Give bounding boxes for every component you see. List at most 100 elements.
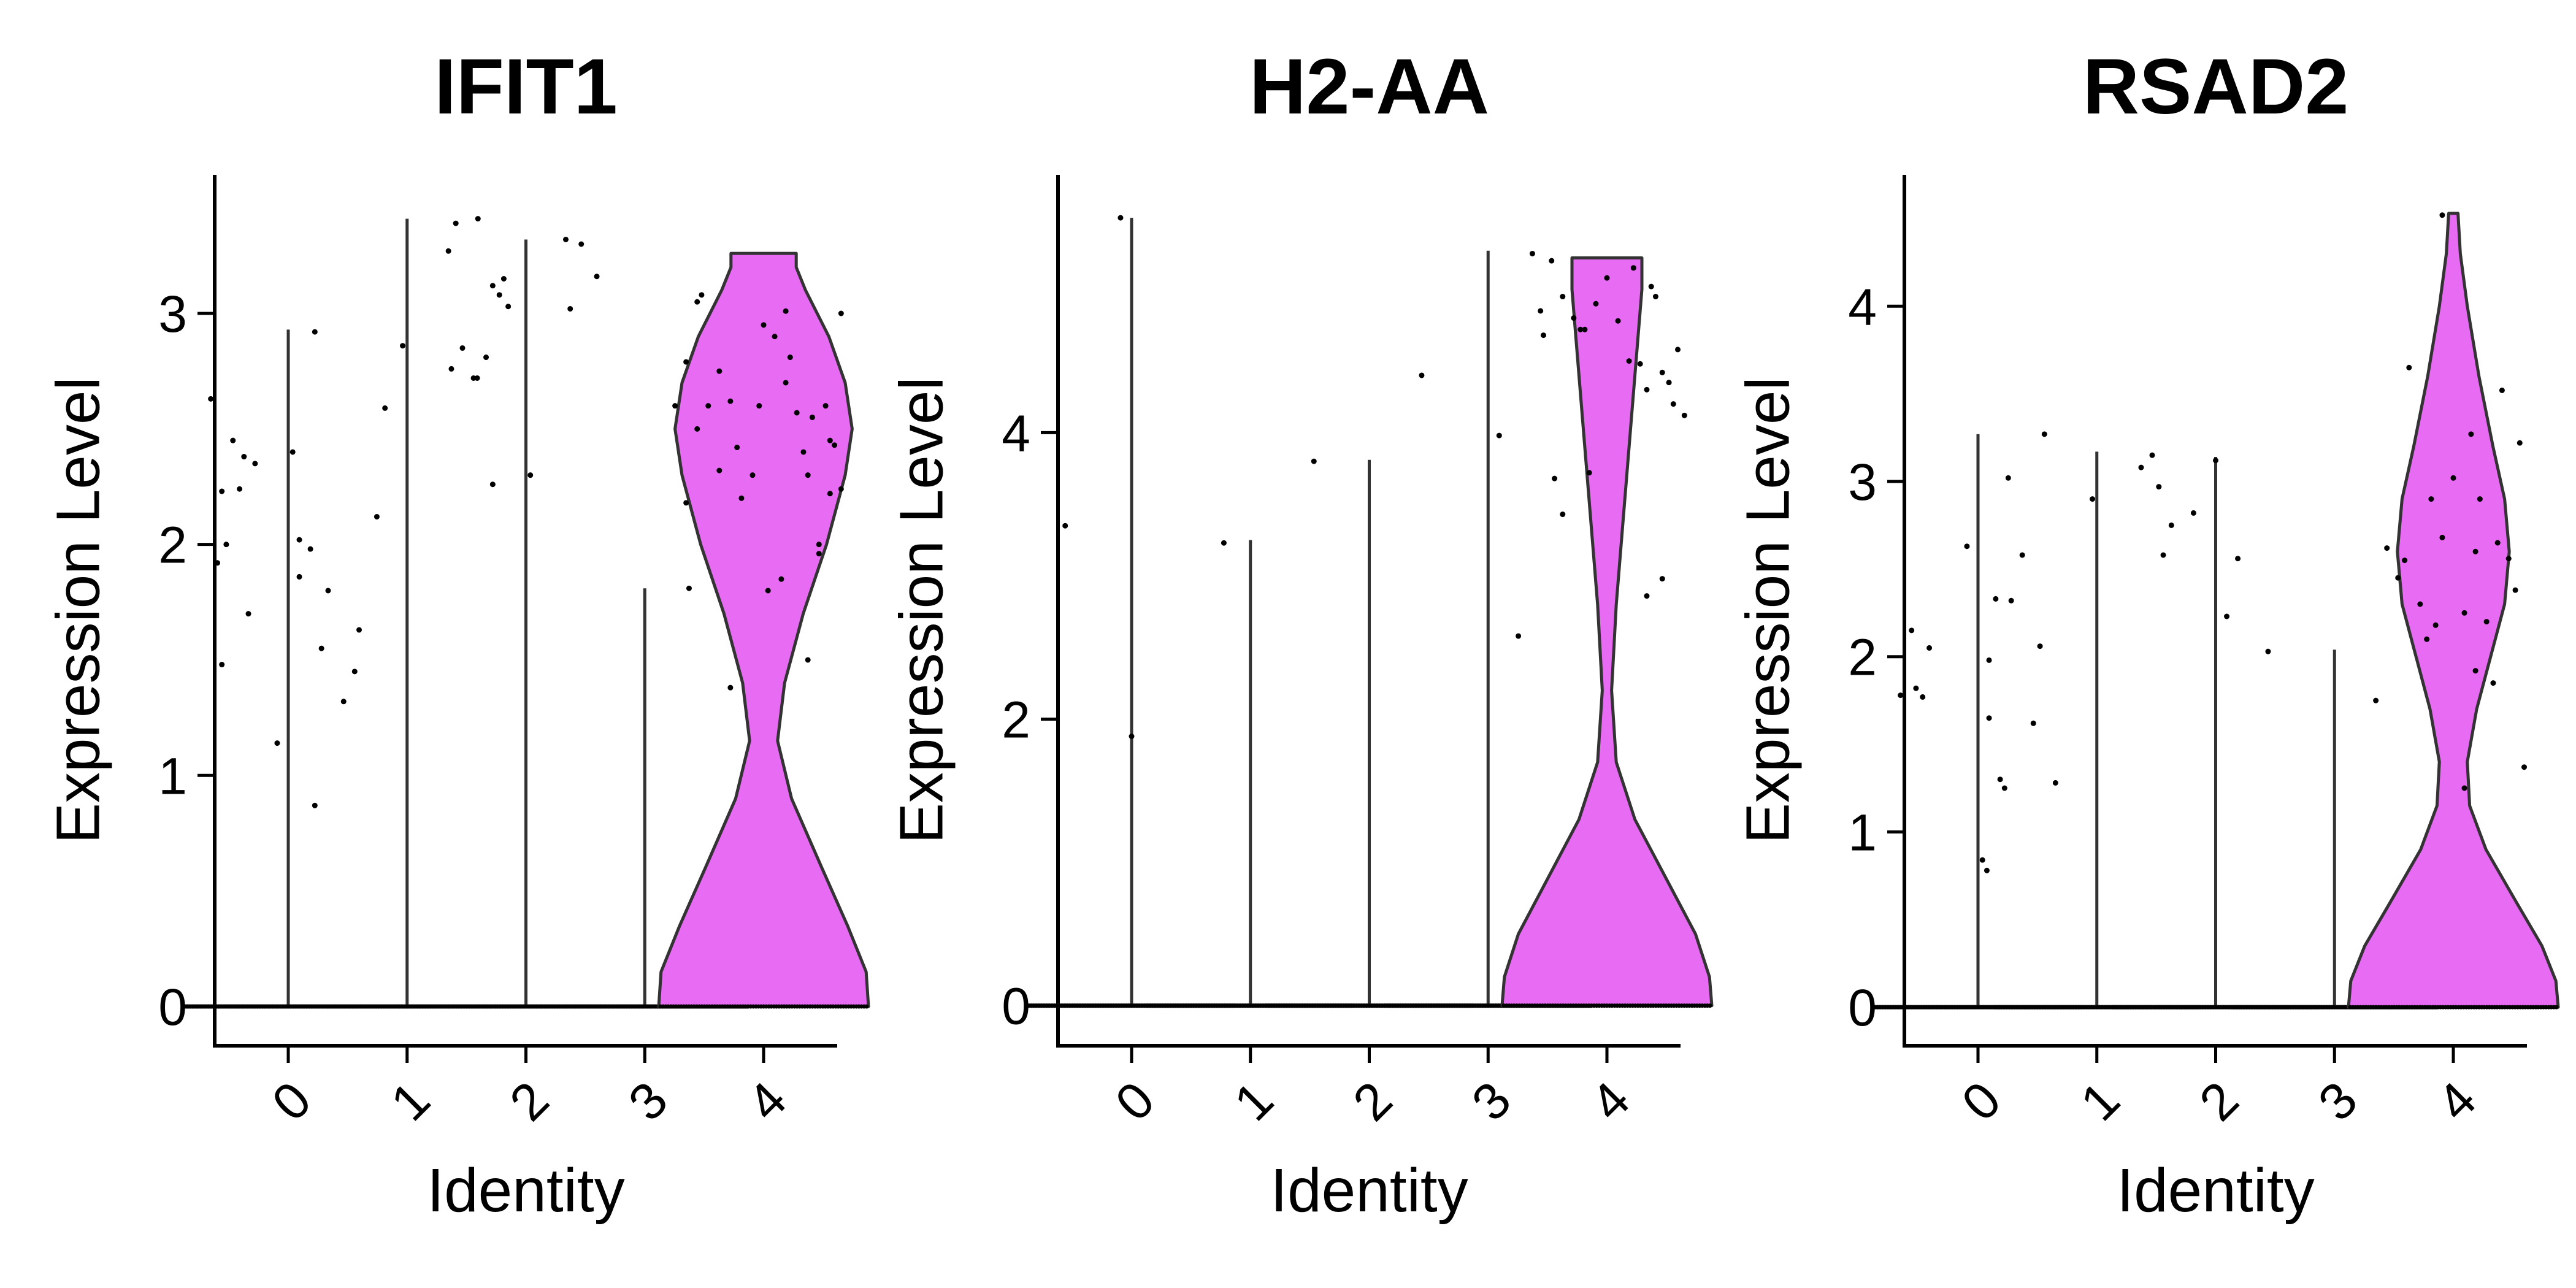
- data-point: [2402, 558, 2408, 564]
- y-axis-label: Expression Level: [1733, 377, 1802, 844]
- data-point: [2494, 540, 2501, 546]
- data-point: [2461, 610, 2467, 616]
- data-point: [1964, 543, 1970, 550]
- data-point: [738, 495, 745, 501]
- data-point: [778, 576, 784, 582]
- y-tick-label: 1: [1848, 803, 1877, 861]
- data-point: [705, 403, 711, 409]
- x-tick-label: 3: [618, 1070, 679, 1132]
- y-tick-label: 0: [1848, 979, 1877, 1037]
- data-point: [2521, 764, 2528, 770]
- data-point: [1670, 401, 1676, 407]
- data-point: [500, 275, 507, 282]
- data-point: [289, 449, 296, 455]
- data-point: [794, 410, 800, 416]
- data-point: [1419, 372, 1425, 378]
- data-point: [2168, 522, 2174, 528]
- y-axis-label: Expression Level: [44, 377, 112, 844]
- data-point: [805, 472, 811, 478]
- y-tick-label: 4: [1002, 404, 1030, 462]
- x-tick-label: 0: [1950, 1070, 2012, 1132]
- data-point: [822, 403, 829, 409]
- data-point: [809, 414, 815, 420]
- data-point: [356, 627, 362, 633]
- data-point: [1529, 250, 1535, 256]
- data-point: [2041, 431, 2047, 437]
- data-point: [1604, 275, 1610, 281]
- data-point: [683, 359, 689, 365]
- data-point: [827, 437, 833, 443]
- x-tick-label: 0: [261, 1070, 322, 1132]
- data-point: [237, 486, 243, 492]
- data-point: [2213, 458, 2218, 464]
- data-point: [1997, 776, 2003, 783]
- data-point: [699, 292, 705, 298]
- data-point: [325, 588, 331, 594]
- data-point: [1644, 386, 1650, 393]
- data-point: [2428, 496, 2434, 502]
- data-point: [2424, 636, 2430, 642]
- y-tick-label: 1: [158, 747, 187, 805]
- data-point: [1986, 715, 1992, 721]
- data-point: [312, 802, 318, 808]
- data-point: [772, 334, 778, 340]
- data-point: [864, 1004, 869, 1009]
- data-point: [672, 403, 678, 409]
- data-point: [686, 585, 692, 591]
- data-point: [683, 500, 689, 506]
- data-point: [1549, 258, 1555, 264]
- data-point: [2461, 785, 2467, 791]
- data-point: [1993, 596, 1999, 602]
- data-point: [2373, 697, 2379, 703]
- data-point: [1615, 318, 1621, 324]
- data-point: [838, 486, 844, 492]
- data-point: [1648, 283, 1654, 289]
- data-point: [1666, 380, 1672, 386]
- data-point: [2472, 668, 2478, 674]
- x-tick-label: 3: [2307, 1070, 2369, 1132]
- data-point: [567, 305, 573, 312]
- data-point: [448, 366, 454, 372]
- y-tick-label: 0: [158, 978, 187, 1036]
- data-point: [1582, 326, 1588, 332]
- data-point: [2395, 575, 2401, 581]
- data-point: [1577, 326, 1584, 332]
- data-point: [1541, 332, 1546, 339]
- data-point: [2224, 613, 2230, 619]
- x-tick-label: 0: [1104, 1070, 1165, 1132]
- data-point: [827, 491, 833, 497]
- data-point: [1644, 593, 1650, 599]
- data-point: [2235, 556, 2241, 562]
- data-point: [2499, 387, 2505, 393]
- data-point: [787, 355, 793, 361]
- data-point: [1984, 867, 1990, 873]
- data-point: [340, 699, 347, 705]
- data-point: [351, 669, 358, 675]
- violin-shape: [657, 251, 870, 1008]
- y-tick-label: 2: [1002, 691, 1030, 749]
- data-point: [727, 684, 734, 691]
- data-point: [1909, 627, 1915, 634]
- data-point: [505, 304, 512, 310]
- x-tick-label: 4: [736, 1070, 797, 1132]
- panel-title: H2-AA: [1249, 43, 1489, 131]
- data-point: [1571, 315, 1577, 321]
- data-point: [241, 454, 247, 460]
- y-tick-label: 3: [158, 285, 187, 343]
- data-point: [1979, 857, 1985, 863]
- data-point: [2265, 648, 2271, 654]
- data-point: [832, 442, 838, 448]
- data-point: [219, 662, 225, 668]
- x-tick-label: 2: [2188, 1070, 2250, 1132]
- violin-cluster-2: [1264, 458, 1474, 1008]
- data-point: [1681, 412, 1687, 418]
- data-point: [2483, 619, 2490, 625]
- data-point: [765, 588, 771, 594]
- data-point: [800, 449, 807, 455]
- data-point: [252, 461, 258, 467]
- data-point: [318, 645, 324, 651]
- data-point: [489, 481, 496, 488]
- data-point: [245, 611, 251, 617]
- data-point: [296, 573, 302, 580]
- violin-cluster-2: [421, 236, 631, 1009]
